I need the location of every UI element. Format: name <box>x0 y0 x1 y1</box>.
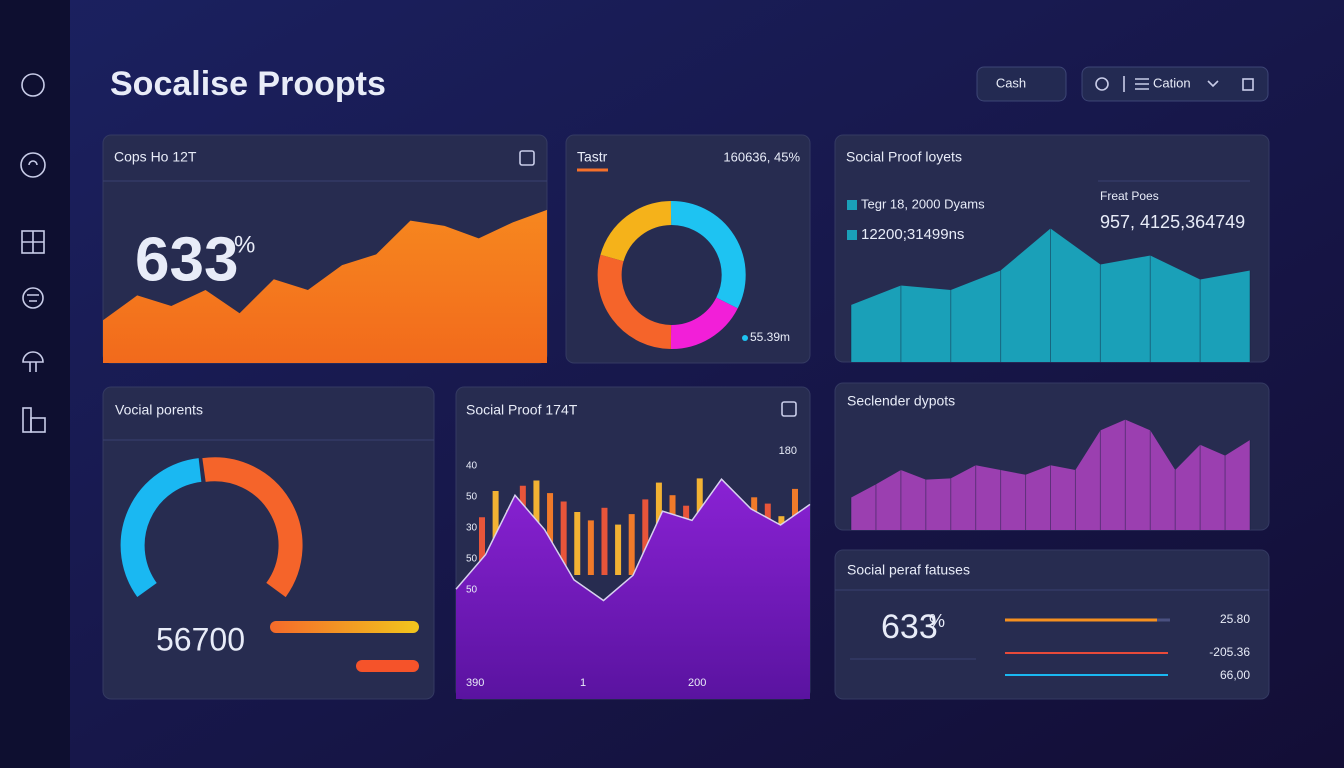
top-label: 180 <box>779 445 797 457</box>
row-value: 25.80 <box>1220 612 1250 626</box>
y-label: 50 <box>466 554 478 565</box>
big-value: 633 <box>881 608 938 646</box>
card-title: Social Proof loyets <box>846 149 962 165</box>
card-title: Social peraf fatuses <box>847 562 970 578</box>
filter-icons[interactable] <box>1095 76 1254 92</box>
card-title: Social Proof 174T <box>466 402 578 418</box>
card-stat: 160636, 45% <box>723 149 800 164</box>
bar <box>628 514 635 575</box>
row-value: 66,00 <box>1220 668 1250 682</box>
legend-swatch <box>847 200 857 210</box>
y-label: 50 <box>466 492 478 503</box>
bar <box>615 524 622 575</box>
y-label: 30 <box>466 523 478 534</box>
card-title: Cops Ho 12T <box>114 149 197 165</box>
bar <box>587 520 594 575</box>
bar <box>560 501 567 575</box>
stat-label: Freat Poes <box>1100 189 1159 203</box>
x-label: 1 <box>580 677 586 689</box>
y-label: 40 <box>466 461 478 472</box>
card-note: 55.39m <box>750 330 790 344</box>
sidebar <box>0 0 70 768</box>
button-label[interactable]: Cash <box>996 75 1026 90</box>
gauge <box>120 457 303 598</box>
sidebar-icons[interactable] <box>20 73 46 433</box>
y-label: 50 <box>466 585 478 596</box>
bar <box>574 512 581 575</box>
bar <box>642 499 649 575</box>
big-unit: % <box>234 231 255 258</box>
filter-bar[interactable] <box>1081 66 1269 102</box>
card-title: Tastr <box>577 149 608 165</box>
card-title: Seclender dypots <box>847 393 955 409</box>
big-value: 633 <box>135 225 238 294</box>
area <box>851 228 1250 362</box>
note-dot <box>742 335 748 341</box>
donut <box>597 200 746 350</box>
page-title: Socalise Proopts <box>110 65 386 103</box>
bar <box>479 517 485 575</box>
area <box>456 479 810 699</box>
legend-entry: 12200;31499ns <box>861 226 964 243</box>
card-icon[interactable] <box>781 401 797 417</box>
legend-entry: Tegr 18, 2000 Dyams <box>861 196 985 211</box>
bar <box>601 507 608 575</box>
area <box>103 209 547 363</box>
button-label[interactable]: Cation <box>1153 75 1191 90</box>
big-value: 56700 <box>156 621 245 657</box>
card <box>834 549 1270 700</box>
row-value: -205.36 <box>1209 645 1250 659</box>
x-label: 390 <box>466 677 484 689</box>
card <box>102 386 435 700</box>
area <box>851 419 1250 530</box>
card-title: Vocial porents <box>115 402 203 418</box>
cash-button[interactable] <box>976 66 1067 102</box>
progress-bar <box>356 660 419 672</box>
progress-bar <box>270 621 419 633</box>
x-label: 200 <box>688 677 706 689</box>
area-line <box>455 478 811 602</box>
stat-value: 957, 4125,364749 <box>1100 212 1245 232</box>
legend-swatch <box>847 230 857 240</box>
big-unit: % <box>929 611 945 631</box>
card-icon[interactable] <box>519 150 535 166</box>
bar <box>547 493 554 575</box>
